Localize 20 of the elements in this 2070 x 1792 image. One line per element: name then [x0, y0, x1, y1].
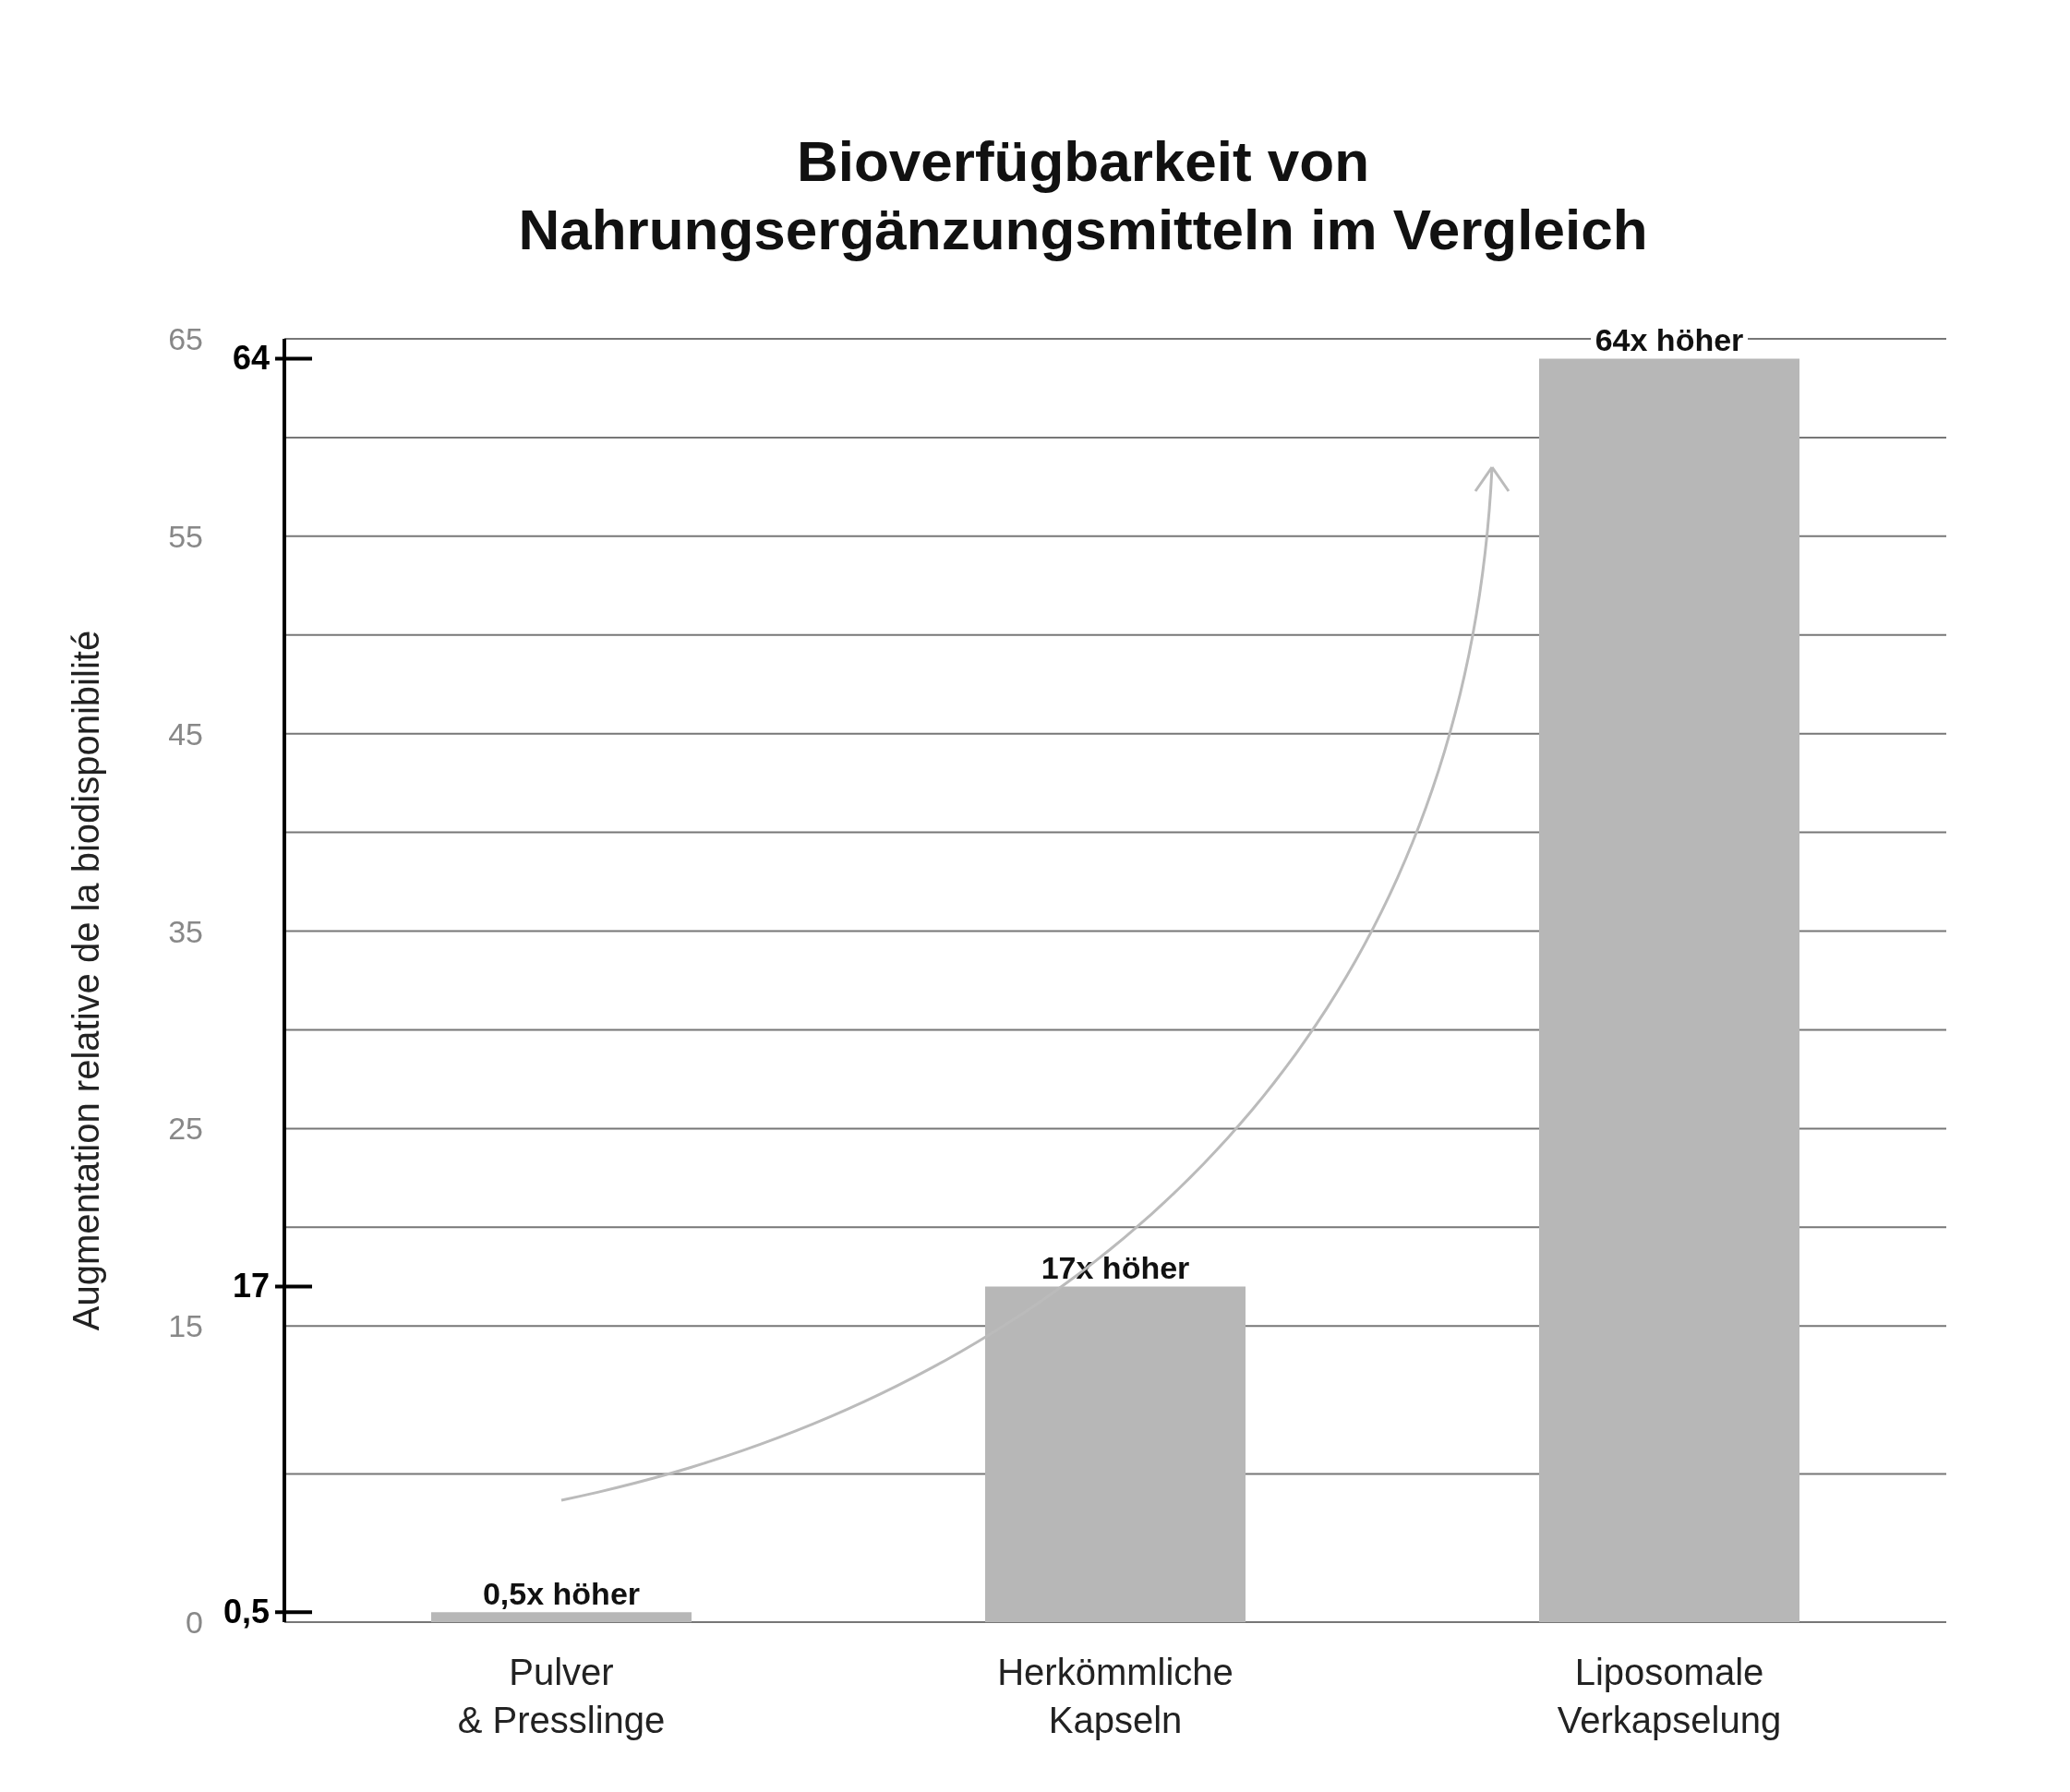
y-tick-label: 65 — [168, 320, 203, 356]
y-tick-label: 55 — [168, 518, 203, 554]
y-tick-label: 25 — [168, 1111, 203, 1147]
bar — [985, 1286, 1246, 1622]
x-tick-label: Liposomale Verkapselung — [1557, 1651, 1782, 1740]
y-tick-label: 45 — [168, 716, 203, 752]
ref-line-label: 17 — [232, 1267, 270, 1305]
data-label: 0,5x höher — [482, 1576, 641, 1612]
bar — [431, 1612, 692, 1622]
bar — [1539, 358, 1799, 1622]
y-tick-label: 0 — [186, 1604, 203, 1640]
ref-line-label: 64 — [232, 339, 270, 378]
ref-line-label: 0,5 — [223, 1593, 270, 1631]
y-tick-label: 15 — [168, 1308, 203, 1344]
y-axis-title: Augmentation relative de la biodisponibilité — [66, 630, 107, 1330]
chart-title: Bioverfügbarkeit von Nahrungsergänzungsmitteln im Vergleich — [517, 128, 1649, 264]
y-tick-label: 35 — [168, 913, 203, 949]
data-label: 64x höher — [1595, 322, 1744, 358]
x-tick-label: Pulver & Presslinge — [457, 1651, 666, 1740]
x-tick-label: Herkömmliche Kapseln — [997, 1651, 1234, 1740]
